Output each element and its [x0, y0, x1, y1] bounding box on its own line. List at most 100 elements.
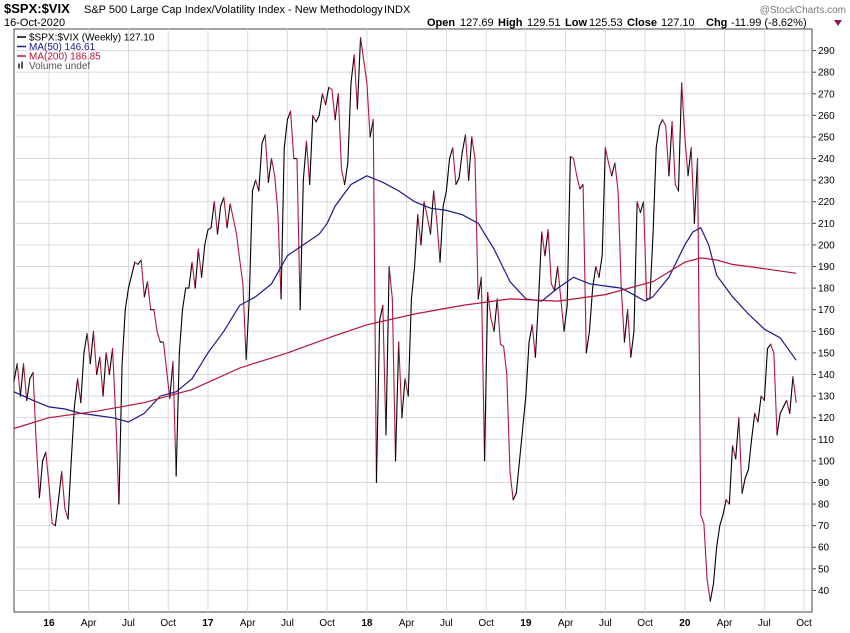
price-segment: [690, 147, 695, 224]
y-tick-label: 280: [818, 68, 835, 79]
price-segment: [553, 265, 559, 291]
price-segment: [290, 110, 295, 160]
price-segment: [509, 471, 514, 501]
price-segment: [655, 125, 660, 149]
price-segment: [131, 261, 136, 276]
price-segment: [48, 484, 53, 525]
price-segment: [671, 121, 676, 186]
price-segment: [220, 196, 225, 207]
price-segment: [617, 190, 622, 289]
price-segment: [620, 287, 625, 343]
x-tick-label: Apr: [717, 618, 733, 629]
price-segment: [436, 220, 441, 263]
price-segment: [315, 114, 320, 123]
price-segment: [229, 203, 234, 220]
price-segment: [557, 265, 562, 300]
high-label: High: [498, 17, 523, 29]
y-tick-label: 240: [818, 154, 835, 165]
price-segment: [67, 460, 72, 520]
price-segment: [89, 330, 95, 365]
price-segment: [321, 93, 327, 106]
price-segment: [700, 514, 705, 525]
x-tick-label: 20: [679, 618, 691, 629]
x-tick-label: Jul: [281, 618, 294, 629]
price-segment: [369, 119, 374, 138]
price-segment: [283, 119, 288, 149]
price-segment: [668, 121, 673, 177]
price-segment: [347, 82, 352, 164]
x-tick-label: 19: [520, 618, 532, 629]
y-tick-label: 110: [818, 435, 834, 446]
price-segment: [658, 119, 664, 127]
price-segment: [359, 37, 368, 84]
price-segment: [483, 291, 489, 462]
price-segment: [232, 218, 238, 235]
price-segment: [296, 158, 301, 311]
close-value: 127.10: [661, 17, 695, 29]
price-segment: [541, 231, 546, 257]
price-segment: [356, 37, 362, 110]
price-segment: [410, 265, 416, 300]
price-segment: [636, 201, 641, 214]
price-segment: [639, 201, 645, 214]
price-segment: [92, 330, 98, 376]
price-segment: [270, 158, 276, 177]
legend-volume-icon: [21, 61, 23, 69]
price-segment: [445, 158, 451, 192]
price-segment: [423, 201, 428, 218]
price-segment: [210, 201, 215, 229]
y-tick-label: 270: [818, 89, 835, 100]
price-segment: [216, 205, 222, 235]
price-segment: [188, 261, 193, 289]
price-segment: [633, 201, 638, 332]
price-segment: [414, 214, 419, 268]
price-segment: [388, 265, 393, 300]
legend-entry: Volume undef: [29, 61, 90, 72]
price-segment: [703, 522, 708, 581]
price-segment: [45, 451, 50, 486]
y-tick-label: 190: [818, 262, 835, 273]
x-tick-label: Apr: [558, 618, 574, 629]
x-tick-label: Apr: [399, 618, 415, 629]
low-label: Low: [565, 17, 587, 29]
price-segment: [32, 371, 37, 445]
price-segment: [585, 330, 591, 354]
legend-volume-icon: [18, 63, 20, 69]
chg-value: -11.99 (-8.62%): [731, 17, 807, 29]
price-segment: [309, 114, 314, 186]
x-tick-label: Jul: [122, 618, 135, 629]
chg-down-arrow-icon: [834, 20, 842, 26]
price-segment: [576, 175, 581, 190]
price-segment: [607, 162, 613, 177]
price-segment: [274, 175, 279, 214]
price-segment: [175, 352, 180, 477]
legend-entry: MA(50) 146.61: [29, 42, 96, 53]
price-segment: [439, 205, 444, 263]
price-segment: [86, 332, 91, 365]
y-tick-label: 210: [818, 219, 835, 230]
y-tick-label: 140: [818, 370, 835, 381]
price-segment: [468, 136, 473, 181]
price-segment: [96, 356, 101, 376]
price-segment: [722, 499, 727, 516]
x-tick-label: Jul: [440, 618, 453, 629]
price-segment: [223, 196, 228, 229]
price-segment: [531, 324, 536, 358]
price-segment: [566, 155, 571, 306]
price-segment: [493, 298, 498, 332]
price-segment: [601, 147, 606, 257]
price-segment: [29, 371, 34, 380]
price-segment: [379, 304, 384, 322]
y-tick-label: 90: [818, 478, 830, 489]
price-segment: [588, 287, 594, 332]
price-segment: [26, 378, 31, 401]
price-segment: [194, 248, 199, 289]
price-segment: [102, 352, 107, 397]
price-segment: [573, 158, 578, 177]
price-segment: [550, 283, 556, 291]
price-segment: [191, 261, 196, 289]
price-segment: [213, 201, 219, 235]
x-tick-label: Oct: [796, 618, 812, 629]
y-tick-label: 220: [818, 197, 835, 208]
price-segment: [302, 140, 308, 181]
